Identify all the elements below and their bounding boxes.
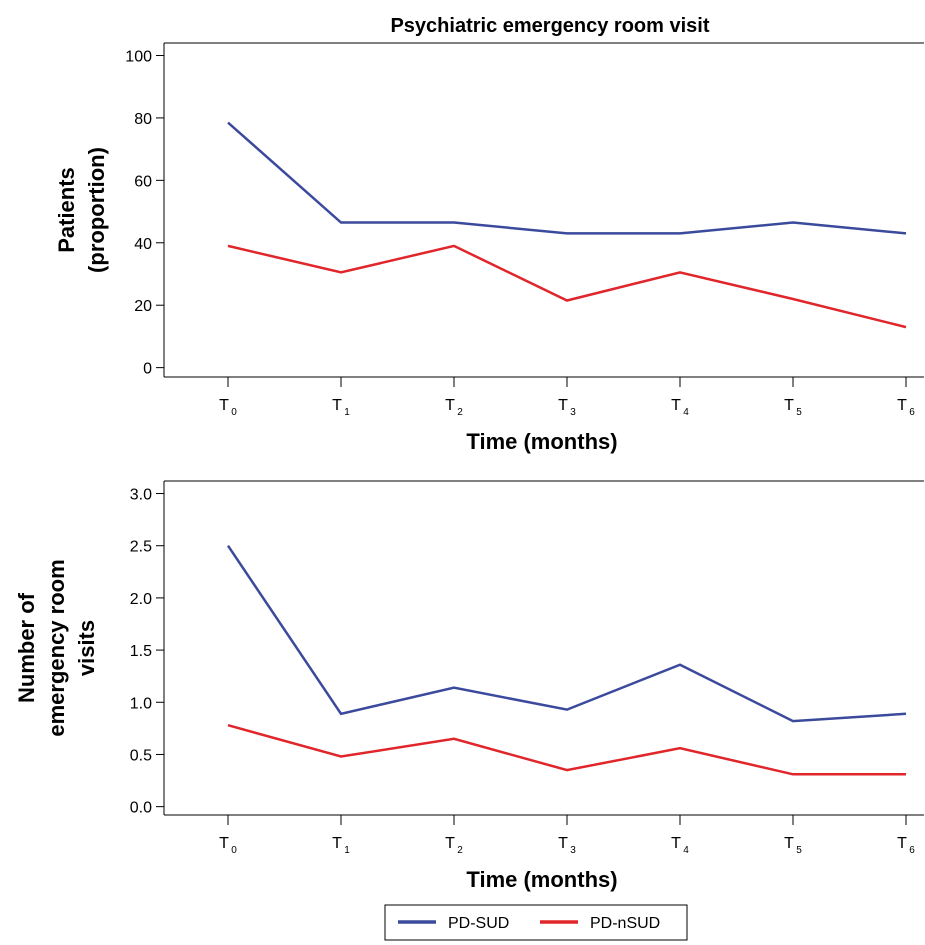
y-tick-label: 0: [143, 361, 152, 378]
x-tick-subscript: 0: [231, 407, 237, 418]
x-tick-subscript: 2: [457, 845, 463, 856]
x-tick-subscript: 1: [344, 845, 350, 856]
x-tick-subscript: 4: [683, 407, 689, 418]
series-line-pd-sud: [227, 121, 907, 235]
x-tick-subscript: 6: [909, 845, 915, 856]
y-tick-label: 2.0: [130, 591, 152, 608]
x-tick-label: T: [219, 835, 229, 852]
x-tick-subscript: 5: [796, 407, 802, 418]
x-tick-label: T: [897, 397, 907, 414]
x-tick-label: T: [671, 835, 681, 852]
x-tick-label: T: [332, 397, 342, 414]
x-tick-label: T: [784, 397, 794, 414]
y-tick-label: 20: [134, 298, 152, 315]
y-tick-label: 1.0: [130, 695, 152, 712]
series-line-pd-nsud: [227, 244, 907, 329]
x-tick-label: T: [445, 835, 455, 852]
bottom-panel-marks: 0.00.51.01.52.02.53.0T 0 T 1 T 2 T 3 T 4 T 5 T 6Time …: [14, 480, 924, 892]
x-tick-subscript: 3: [570, 845, 576, 856]
x-tick-label: T: [332, 835, 342, 852]
y-tick-label: 40: [134, 236, 152, 253]
figure-title: Psychiatric emergency room visit: [390, 15, 709, 37]
x-tick-subscript: 2: [457, 407, 463, 418]
y-axis-label-line: visits: [74, 620, 99, 676]
y-tick-label: 60: [134, 173, 152, 190]
x-tick-subscript: 3: [570, 407, 576, 418]
y-tick-label: 3.0: [130, 487, 152, 504]
series-line-pd-sud: [226, 545, 907, 723]
y-axis-label-line: Number of: [14, 592, 39, 703]
y-tick-label: 0.0: [130, 800, 152, 817]
y-axis-label-line: (proportion): [84, 147, 109, 273]
x-tick-label: T: [219, 397, 229, 414]
x-tick-label: T: [558, 397, 568, 414]
x-tick-label: T: [784, 835, 794, 852]
x-tick-subscript: 5: [796, 845, 802, 856]
y-tick-label: 2.5: [130, 539, 152, 556]
y-axis-label-line: emergency room: [44, 559, 69, 736]
x-axis-label: Time (months): [466, 867, 617, 892]
x-tick-subscript: 1: [344, 407, 350, 418]
x-tick-label: T: [445, 397, 455, 414]
x-axis-label: Time (months): [466, 429, 617, 454]
y-tick-label: 0.5: [130, 747, 152, 764]
y-tick-label: 1.5: [130, 643, 152, 660]
x-tick-subscript: 4: [683, 845, 689, 856]
series-line-pd-nsud: [227, 723, 906, 776]
x-tick-subscript: 6: [909, 407, 915, 418]
bottom-panel: 0.00.51.01.52.02.53.0T 0 T 1 T 2 T 3 T 4 T 5 T 6Time …: [14, 480, 924, 892]
y-tick-label: 80: [134, 111, 152, 128]
legend-label-pd-sud: PD-SUD: [448, 915, 509, 932]
x-tick-label: T: [671, 397, 681, 414]
x-tick-subscript: 0: [231, 845, 237, 856]
y-axis-label-line: Patients: [54, 167, 79, 253]
x-tick-label: T: [897, 835, 907, 852]
x-tick-label: T: [558, 835, 568, 852]
y-tick-label: 100: [125, 48, 152, 65]
legend-label-pd-nsud: PD-nSUD: [590, 915, 660, 932]
legend: PD-SUD PD-nSUD: [384, 904, 688, 941]
